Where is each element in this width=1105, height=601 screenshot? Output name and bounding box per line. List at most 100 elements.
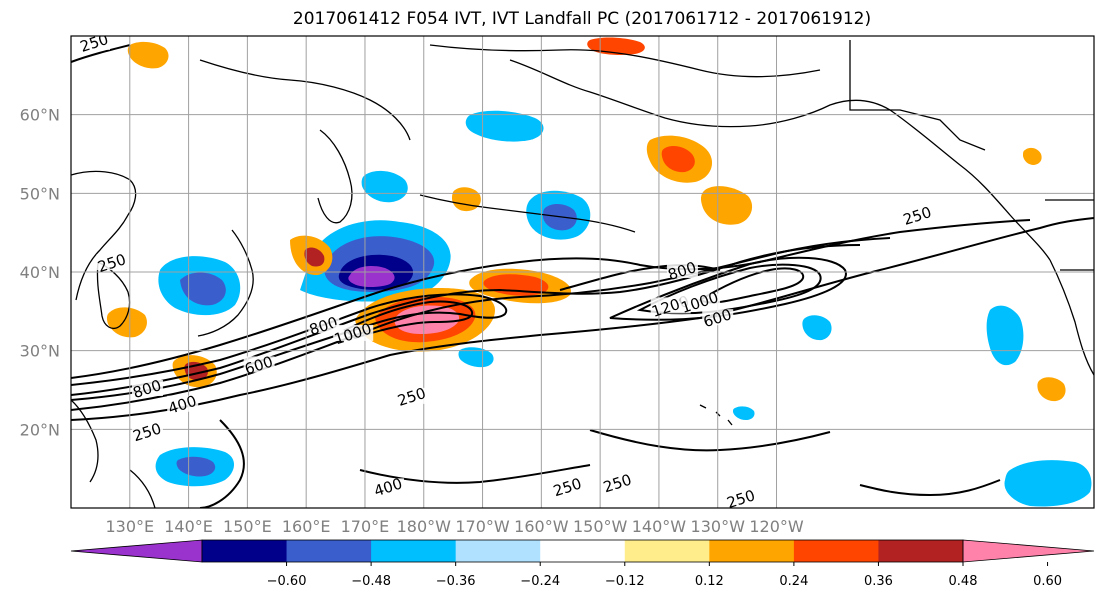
contour-label-bg — [131, 380, 163, 396]
negative-anomaly-southeast — [1004, 460, 1092, 507]
lon-tick-label: 140°W — [632, 517, 687, 536]
contour-label: 250 — [725, 486, 758, 512]
negative-anomaly-asia-core — [180, 272, 226, 306]
colorbar-tick-label: −0.36 — [436, 574, 476, 589]
coastline-arctic — [429, 44, 821, 78]
ivt-250-loop-arctic — [559, 264, 721, 291]
positive-anomaly-bc — [1023, 147, 1042, 165]
coastline-japan — [197, 229, 254, 337]
coastline-aleutians — [419, 194, 636, 233]
negative-anomaly-subtropic — [458, 347, 494, 368]
colorbar-tick-label: 0.36 — [864, 574, 893, 589]
colorbar-segment — [371, 540, 457, 562]
longitude-tick-labels: 130°E 140°E 150°E 160°E 170°E 180°W 170°W 160°W… — [105, 517, 803, 536]
positive-anomaly-baja — [1037, 377, 1066, 402]
lon-tick-label: 130°W — [691, 517, 746, 536]
negative-anomaly-arctic — [361, 170, 408, 203]
colorbar-tick-label: 0.60 — [1033, 574, 1062, 589]
contour-label-bg — [702, 309, 734, 326]
coastline-kamchatka — [317, 129, 353, 224]
colorbar-segment — [624, 540, 710, 562]
ivt-250-south — [71, 217, 1094, 421]
coastline-asia — [71, 170, 137, 301]
negative-anomaly-southwest-core — [176, 456, 216, 477]
negative-anomaly-east-pacific — [802, 315, 832, 341]
lon-tick-label: 120°W — [749, 517, 804, 536]
contour-label-bg — [902, 206, 934, 223]
colorbar-segment — [540, 540, 626, 562]
contour-label-bg — [308, 317, 340, 334]
negative-anomaly-hawaii — [733, 406, 755, 420]
colorbar-segment — [286, 540, 372, 562]
contour-label-bg — [396, 387, 428, 404]
colorbar-tick-label: −0.60 — [267, 574, 307, 589]
contour-label-bg — [666, 262, 698, 278]
lon-tick-label: 150°W — [573, 517, 628, 536]
lon-tick-label: 140°E — [164, 517, 213, 536]
ivt-1200-east — [697, 267, 805, 304]
lon-tick-label: 170°E — [341, 517, 390, 536]
lon-tick-label: 160°E — [282, 517, 331, 536]
ivt-800 — [71, 293, 508, 401]
colorbar: −0.60 −0.48 −0.36 −0.24 −0.12 0.12 0.24 0.36 0.4… — [70, 539, 1095, 589]
ivt-250-loop-nw — [71, 44, 131, 63]
colorbar-segment — [709, 540, 795, 562]
contour-label-bg — [333, 324, 374, 341]
contour-label-bg — [79, 36, 111, 50]
colorbar-segment — [455, 540, 541, 562]
contour-label-bg — [552, 478, 584, 495]
contour-label-bg — [96, 254, 128, 271]
positive-anomaly-far-north — [587, 37, 645, 55]
contour-label-bg — [167, 395, 199, 412]
coastline-north-america — [1049, 259, 1094, 376]
lon-tick-label: 170°W — [455, 517, 510, 536]
ivt-contours — [71, 44, 1094, 508]
map-frame — [70, 35, 1095, 509]
coastline-korea — [96, 261, 131, 330]
coastlines — [71, 40, 1094, 508]
lon-tick-label: 130°E — [105, 517, 154, 536]
ivt-250-loop-far-south — [359, 464, 591, 484]
colorbar-frame — [201, 539, 964, 563]
contour-label-bg — [131, 423, 163, 440]
lon-tick-label: 150°E — [223, 517, 272, 536]
contour-label-bg — [243, 356, 275, 373]
colorbar-tick-label: −0.48 — [351, 574, 391, 589]
latitude-tick-labels: 20°N 30°N 40°N 50°N 60°N — [20, 106, 60, 440]
lat-tick-label: 60°N — [20, 106, 60, 125]
positive-anomaly-korea — [106, 307, 147, 338]
map-grid — [71, 36, 1094, 508]
lat-tick-label: 30°N — [20, 342, 60, 361]
lon-tick-label: 160°W — [514, 517, 569, 536]
colorbar-tick-label: −0.24 — [520, 574, 560, 589]
positive-anomaly-nw — [127, 41, 169, 69]
lat-tick-label: 50°N — [20, 184, 60, 203]
colorbar-tick-label: 0.12 — [695, 574, 724, 589]
contour-label-bg — [725, 490, 757, 507]
negative-anomaly-west-peak — [348, 266, 395, 287]
ivt-1000 — [343, 300, 474, 340]
lat-tick-label: 40°N — [20, 263, 60, 282]
colorbar-segment — [793, 540, 879, 562]
lat-tick-label: 20°N — [20, 420, 60, 439]
colorbar-tick-label: −0.12 — [605, 574, 645, 589]
lon-tick-label: 180°W — [397, 517, 452, 536]
coastline-gulf — [1045, 199, 1094, 271]
ivt-250-north — [71, 219, 1031, 379]
ivt-250-loop-ocean — [589, 429, 831, 452]
colorbar-extend-low — [70, 539, 203, 563]
positive-anomaly-japan-core — [304, 247, 325, 267]
positive-anomaly-gulf — [700, 186, 753, 225]
positive-anomaly-pacific-north-core — [661, 146, 695, 173]
colorbar-extend-high — [962, 539, 1095, 563]
contour-label-bg — [372, 478, 404, 495]
colorbar-segment — [202, 540, 288, 562]
ivt-250-loop-south — [199, 419, 245, 508]
coastline-alaska — [509, 59, 1051, 261]
contour-label-bg — [602, 474, 634, 491]
contour-label-bg — [680, 293, 721, 310]
ivt-600 — [71, 244, 861, 396]
